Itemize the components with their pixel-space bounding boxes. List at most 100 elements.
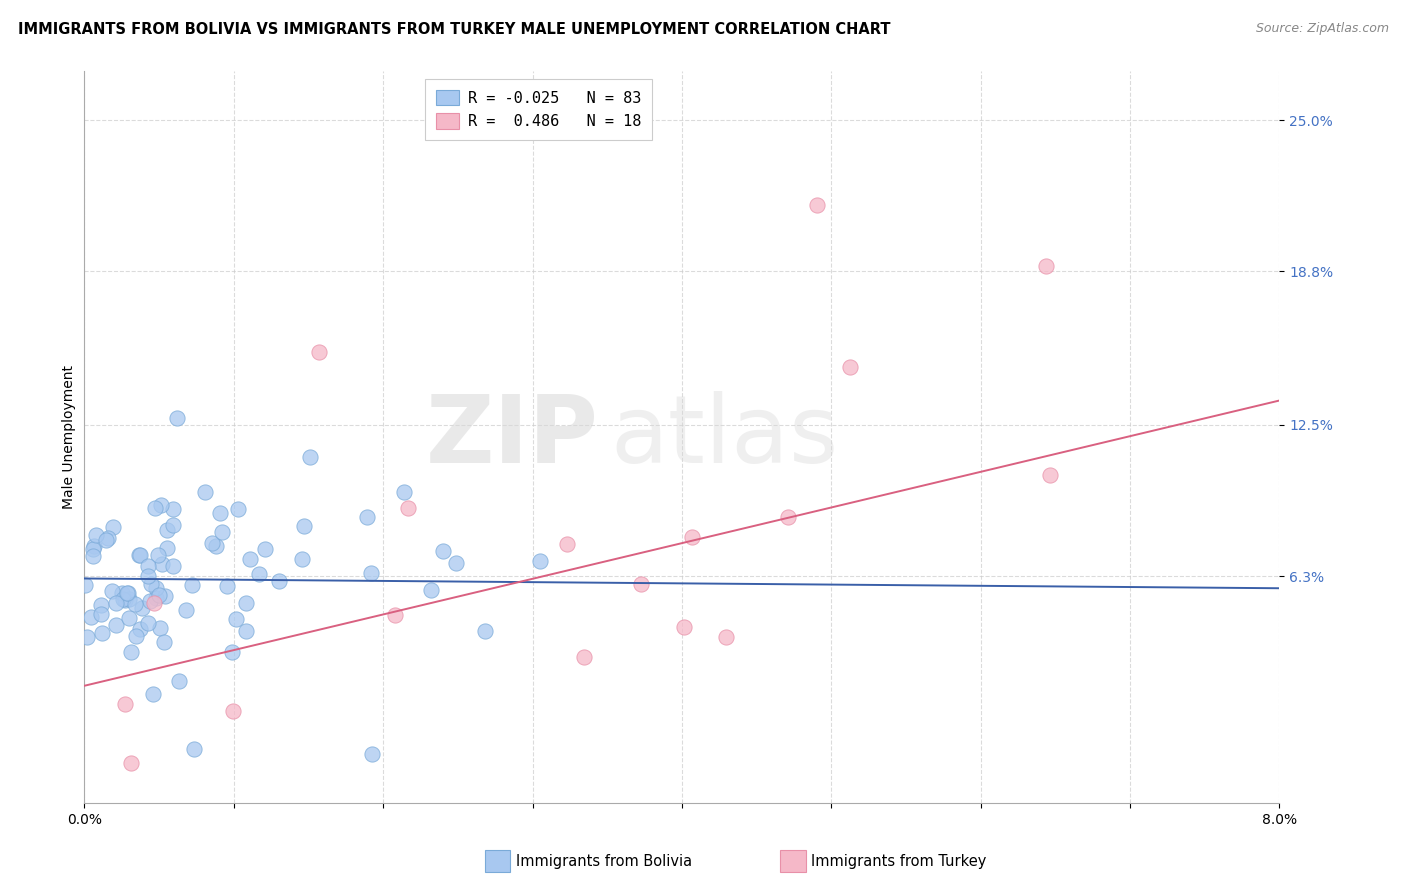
Point bbox=[235, 596, 257, 610]
Point bbox=[129, 623, 152, 637]
Text: ZIP: ZIP bbox=[426, 391, 599, 483]
Point bbox=[156, 524, 179, 538]
Point bbox=[215, 579, 238, 593]
Point bbox=[776, 510, 799, 524]
Point bbox=[117, 611, 139, 625]
Point bbox=[384, 607, 406, 622]
Point bbox=[360, 566, 382, 581]
Point bbox=[149, 621, 172, 635]
Point bbox=[1035, 260, 1057, 274]
Point bbox=[146, 548, 169, 562]
Point bbox=[94, 533, 117, 547]
Point bbox=[105, 596, 128, 610]
Point bbox=[90, 599, 112, 613]
Point bbox=[572, 649, 595, 664]
Point bbox=[396, 501, 419, 516]
Point bbox=[360, 747, 382, 761]
Point bbox=[201, 536, 224, 550]
Point bbox=[211, 525, 233, 540]
Point bbox=[221, 645, 243, 659]
Point bbox=[148, 588, 170, 602]
Point bbox=[235, 624, 257, 639]
Point bbox=[115, 585, 138, 599]
Point bbox=[120, 756, 142, 771]
Point bbox=[356, 509, 378, 524]
Point bbox=[681, 530, 703, 544]
Point bbox=[180, 578, 202, 592]
Point bbox=[82, 549, 104, 563]
Point bbox=[226, 501, 249, 516]
Point bbox=[1039, 467, 1062, 482]
Point bbox=[136, 559, 159, 574]
Point bbox=[90, 607, 112, 622]
Point bbox=[221, 704, 243, 718]
Point bbox=[125, 629, 148, 643]
Point bbox=[131, 601, 153, 615]
Point bbox=[82, 542, 104, 557]
Point bbox=[128, 548, 150, 562]
Point bbox=[225, 612, 247, 626]
Point bbox=[138, 569, 160, 583]
Point bbox=[80, 610, 103, 624]
Point bbox=[114, 697, 136, 711]
Point bbox=[630, 576, 652, 591]
Point bbox=[432, 544, 454, 558]
Text: Source: ZipAtlas.com: Source: ZipAtlas.com bbox=[1256, 22, 1389, 36]
Point bbox=[142, 596, 165, 610]
Point bbox=[239, 552, 262, 566]
Point bbox=[145, 501, 167, 516]
Point bbox=[205, 539, 228, 553]
Point bbox=[194, 485, 217, 500]
Point bbox=[145, 591, 167, 606]
Point bbox=[84, 528, 107, 542]
Point bbox=[149, 498, 172, 512]
Point bbox=[120, 645, 142, 659]
Point bbox=[114, 593, 136, 607]
Text: Immigrants from Bolivia: Immigrants from Bolivia bbox=[516, 855, 692, 869]
Point bbox=[298, 450, 321, 464]
Point bbox=[124, 597, 146, 611]
Point bbox=[104, 617, 127, 632]
Point bbox=[118, 591, 141, 606]
Point bbox=[267, 574, 290, 589]
Point bbox=[474, 624, 496, 638]
Point bbox=[162, 501, 184, 516]
Point bbox=[91, 626, 114, 640]
Point bbox=[806, 198, 828, 212]
Point bbox=[183, 742, 205, 756]
Point bbox=[100, 584, 122, 599]
Point bbox=[672, 620, 695, 634]
Point bbox=[308, 344, 330, 359]
Point bbox=[162, 558, 184, 573]
Y-axis label: Male Unemployment: Male Unemployment bbox=[62, 365, 76, 509]
Point bbox=[247, 567, 270, 582]
Point bbox=[101, 520, 124, 534]
Point bbox=[139, 594, 162, 608]
Legend: R = -0.025   N = 83, R =  0.486   N = 18: R = -0.025 N = 83, R = 0.486 N = 18 bbox=[425, 79, 652, 140]
Point bbox=[166, 410, 188, 425]
Point bbox=[145, 581, 167, 595]
Point bbox=[714, 630, 737, 644]
Point bbox=[394, 484, 416, 499]
Point bbox=[174, 603, 197, 617]
Point bbox=[169, 674, 191, 689]
Text: atlas: atlas bbox=[610, 391, 838, 483]
Point bbox=[444, 556, 467, 570]
Point bbox=[138, 615, 160, 630]
Point bbox=[128, 548, 150, 562]
Point bbox=[291, 552, 314, 566]
Point bbox=[529, 553, 551, 567]
Point bbox=[111, 592, 134, 607]
Text: IMMIGRANTS FROM BOLIVIA VS IMMIGRANTS FROM TURKEY MALE UNEMPLOYMENT CORRELATION : IMMIGRANTS FROM BOLIVIA VS IMMIGRANTS FR… bbox=[18, 22, 891, 37]
Point bbox=[97, 531, 120, 545]
Point bbox=[139, 577, 162, 591]
Point bbox=[153, 635, 176, 649]
Point bbox=[83, 540, 105, 554]
Point bbox=[76, 630, 98, 644]
Point bbox=[156, 541, 179, 556]
Point bbox=[162, 518, 184, 533]
Point bbox=[142, 687, 165, 701]
Point bbox=[839, 359, 862, 374]
Point bbox=[420, 583, 443, 598]
Text: Immigrants from Turkey: Immigrants from Turkey bbox=[811, 855, 987, 869]
